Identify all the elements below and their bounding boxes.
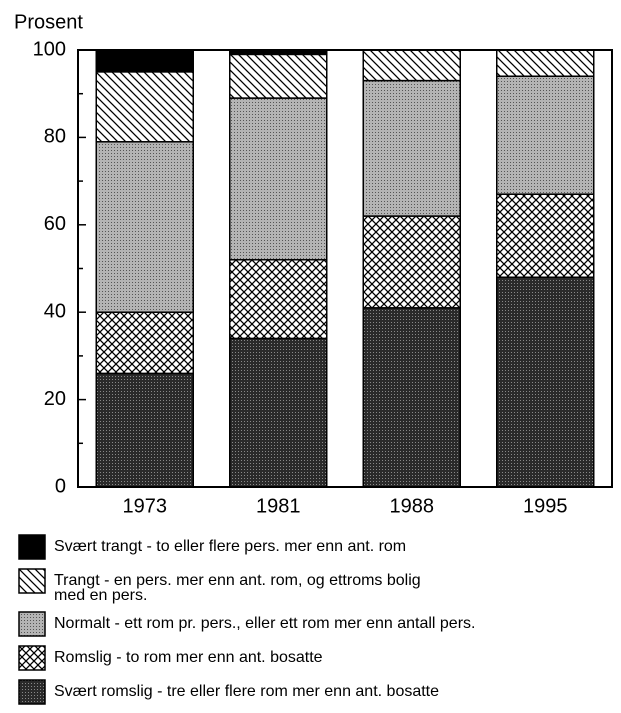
bar-segment bbox=[95, 141, 194, 313]
legend-label: Trangt - en pers. mer enn ant. rom, og e… bbox=[54, 572, 421, 604]
legend-swatch bbox=[18, 645, 46, 671]
legend-swatch-box bbox=[18, 611, 46, 637]
legend-swatch bbox=[18, 568, 46, 594]
legend-item: Romslig - to rom mer enn ant. bosatte bbox=[18, 645, 618, 671]
x-tick-label: 1988 bbox=[390, 495, 435, 517]
bar-segment bbox=[229, 259, 328, 340]
legend-item: Svært trangt - to eller flere pers. mer … bbox=[18, 534, 618, 560]
bar-segment bbox=[362, 307, 461, 488]
y-tick-label: 0 bbox=[55, 475, 66, 497]
legend-item: Normalt - ett rom pr. pers., eller ett r… bbox=[18, 611, 618, 637]
legend-label: Normalt - ett rom pr. pers., eller ett r… bbox=[54, 615, 476, 632]
bar-segment bbox=[496, 75, 595, 195]
legend-swatch-box bbox=[18, 534, 46, 560]
legend: Svært trangt - to eller flere pers. mer … bbox=[18, 534, 618, 713]
legend-swatch-box bbox=[18, 645, 46, 671]
plot-frame bbox=[77, 49, 613, 488]
legend-label: Romslig - to rom mer enn ant. bosatte bbox=[54, 649, 323, 666]
legend-swatch-box bbox=[18, 679, 46, 705]
legend-label: Svært romslig - tre eller flere rom mer … bbox=[54, 683, 440, 700]
bar-segment bbox=[496, 193, 595, 278]
legend-label: Svært trangt - to eller flere pers. mer … bbox=[54, 538, 407, 555]
bar-segment bbox=[229, 97, 328, 261]
y-tick-label: 80 bbox=[44, 126, 66, 148]
legend-swatch-box bbox=[18, 568, 46, 594]
legend-swatch bbox=[18, 679, 46, 705]
bar-segment bbox=[95, 71, 194, 143]
x-tick-label: 1995 bbox=[523, 495, 568, 517]
bar-segment bbox=[362, 49, 461, 82]
bar-segment bbox=[95, 372, 194, 488]
bar-segment bbox=[362, 79, 461, 217]
bar-segment bbox=[362, 215, 461, 309]
bar-segment bbox=[95, 311, 194, 375]
y-tick-label: 60 bbox=[44, 213, 66, 235]
bar-segment bbox=[95, 49, 194, 73]
y-axis-title: Prosent bbox=[14, 11, 83, 33]
legend-item: Trangt - en pers. mer enn ant. rom, og e… bbox=[18, 568, 618, 604]
legend-swatch bbox=[18, 611, 46, 637]
chart: Prosent 0 20 40 60 80 100 1973 1981 1988 1995 bbox=[14, 11, 613, 517]
y-tick-label: 20 bbox=[44, 388, 66, 410]
legend-swatch bbox=[18, 534, 46, 560]
bar-segment bbox=[496, 276, 595, 488]
x-tick-label: 1973 bbox=[123, 495, 168, 517]
y-tick-label: 100 bbox=[33, 38, 66, 60]
bar-segment bbox=[496, 49, 595, 77]
legend-item: Svært romslig - tre eller flere rom mer … bbox=[18, 679, 618, 705]
bar-segment bbox=[229, 337, 328, 488]
y-tick-label: 40 bbox=[44, 300, 66, 322]
x-tick-label: 1981 bbox=[256, 495, 301, 517]
bar-segment bbox=[229, 53, 328, 99]
